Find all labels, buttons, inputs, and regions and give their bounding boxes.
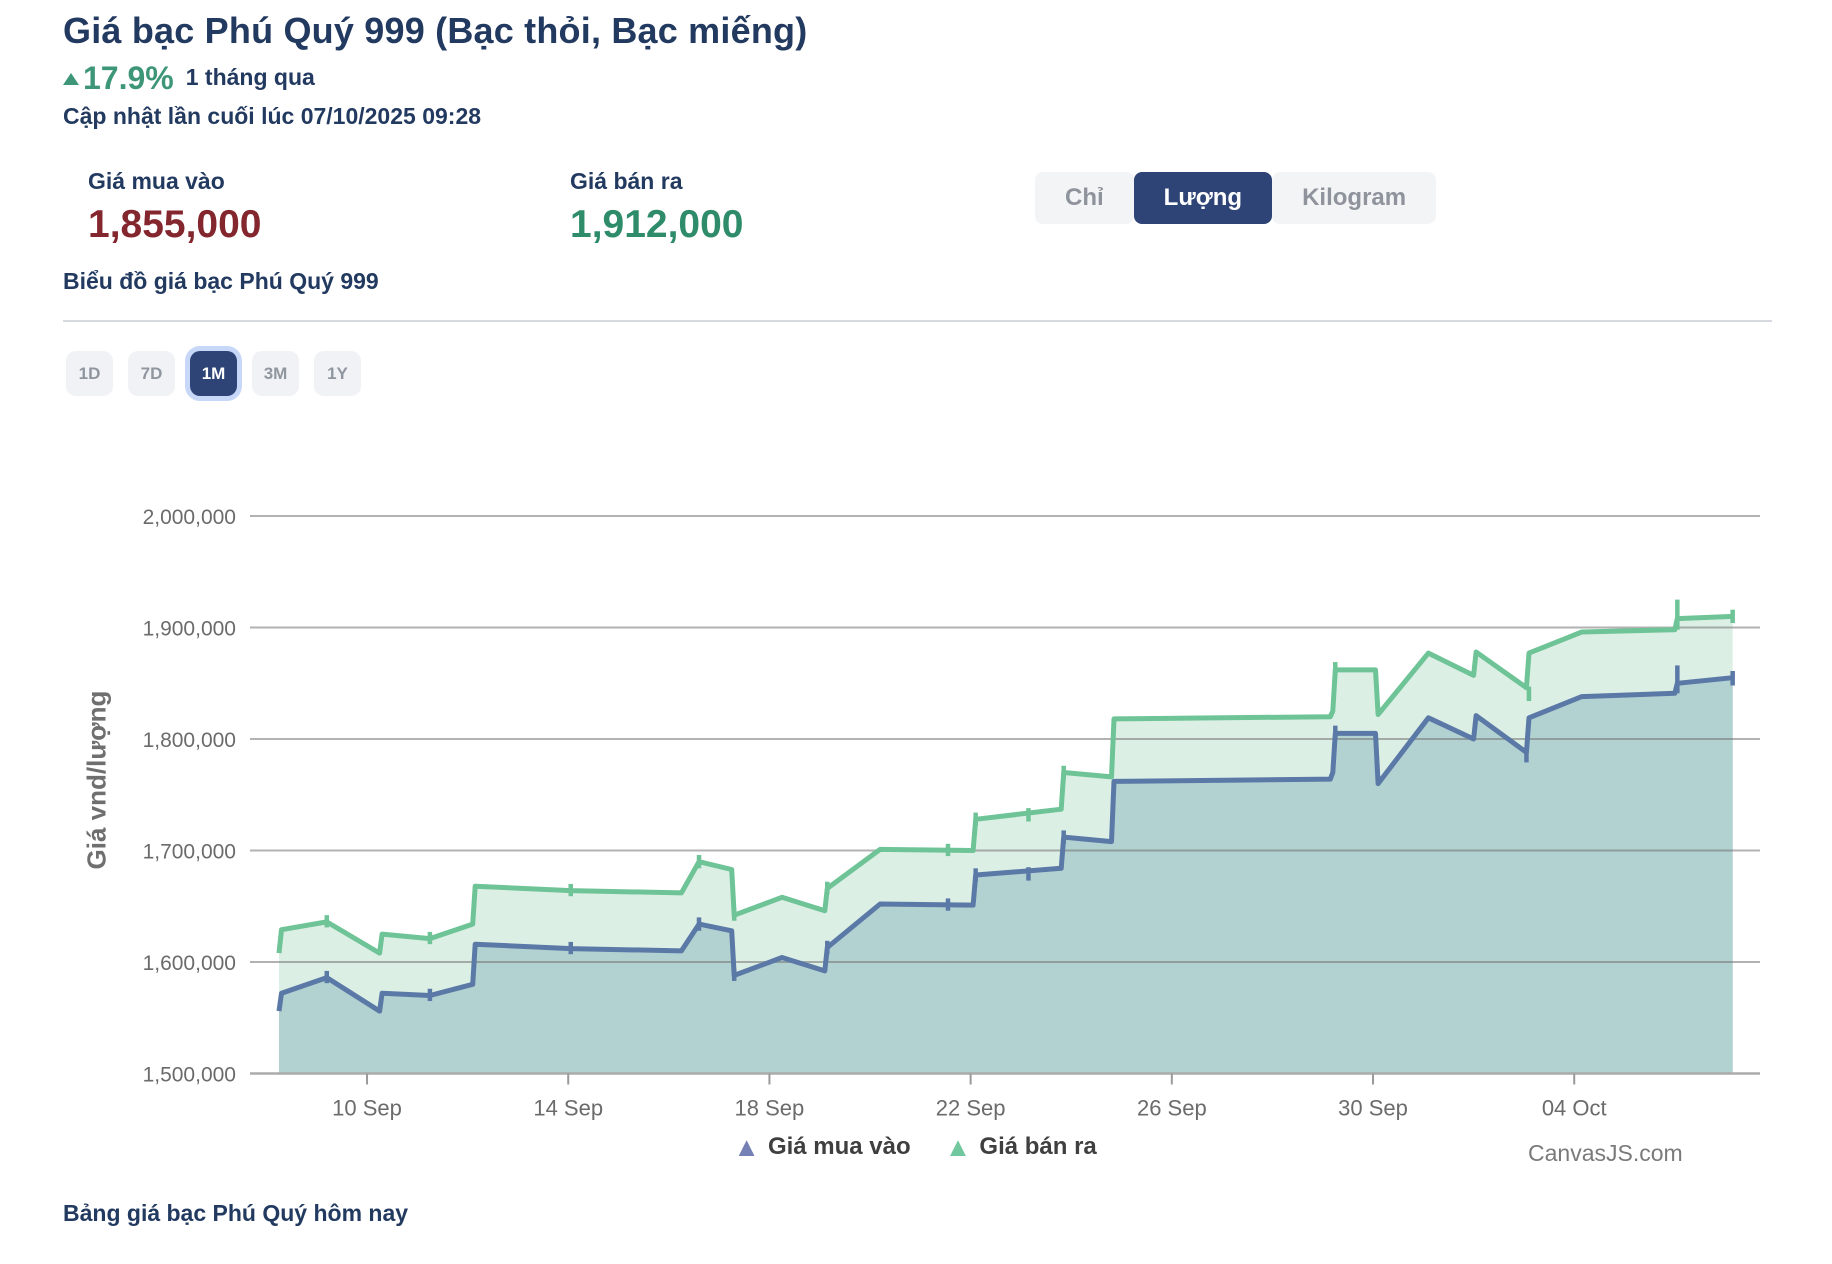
legend-label: Giá mua vào <box>767 1133 911 1160</box>
change-percent: 17.9% <box>63 60 174 97</box>
area-Giá mua vào <box>279 677 1733 1074</box>
x-tick-label: 10 Sep <box>332 1096 402 1121</box>
range-button-7d[interactable]: 7D <box>128 351 175 396</box>
change-period: 1 tháng qua <box>185 63 315 90</box>
sell-price-block: Giá bán ra 1,912,000 <box>570 168 744 247</box>
y-tick-label: 1,500,000 <box>143 1064 236 1087</box>
last-updated: Cập nhật lần cuối lúc 07/10/2025 09:28 <box>63 103 482 129</box>
sell-price-label: Giá bán ra <box>570 168 683 194</box>
price-table-heading: Bảng giá bạc Phú Quý hôm nay <box>63 1200 409 1226</box>
x-tick-label: 30 Sep <box>1338 1096 1408 1121</box>
price-chart[interactable]: 2,000,000 1,900,000 1,800,000 1,700,000 1,60… <box>60 430 1772 1130</box>
price-chart-canvas[interactable]: 2,000,000 1,900,000 1,800,000 1,700,000 1,60… <box>60 430 1772 1130</box>
range-button-1m[interactable]: 1M <box>190 351 237 396</box>
buy-price-value: 1,855,000 <box>88 203 262 246</box>
canvasjs-watermark-link[interactable]: CanvasJS.com <box>1528 1140 1683 1166</box>
unit-toggle-chỉ[interactable]: Chỉ <box>1035 172 1134 224</box>
y-axis-title: Giá vnd/lượng <box>81 690 112 870</box>
arrow-up-icon <box>63 72 79 85</box>
legend-item-Giá bán ra[interactable]: ▲ Giá bán ra <box>945 1133 1097 1161</box>
legend-marker-icon: ▲ <box>944 1131 972 1162</box>
x-tick-label: 18 Sep <box>735 1096 805 1121</box>
legend-item-Giá mua vào[interactable]: ▲ Giá mua vào <box>733 1133 910 1161</box>
legend-label: Giá bán ra <box>979 1133 1097 1160</box>
unit-toggle-lượng[interactable]: Lượng <box>1133 172 1273 224</box>
y-tick-label: 1,900,000 <box>143 618 236 641</box>
unit-toggle-kilogram[interactable]: Kilogram <box>1272 172 1437 224</box>
x-tick-label: 22 Sep <box>936 1096 1006 1121</box>
legend-marker-icon: ▲ <box>733 1131 760 1162</box>
buy-price-label: Giá mua vào <box>88 168 225 194</box>
time-range-buttons: 1D 7D 1M 3M 1Y <box>66 351 361 396</box>
range-button-3m[interactable]: 3M <box>252 351 299 396</box>
x-tick-label: 14 Sep <box>533 1096 603 1121</box>
unit-toggle-group: Chỉ Lượng Kilogram <box>1035 172 1437 224</box>
y-tick-label: 1,700,000 <box>143 841 236 864</box>
sell-price-value: 1,912,000 <box>570 203 744 246</box>
page-title: Giá bạc Phú Quý 999 (Bạc thỏi, Bạc miếng… <box>63 10 808 51</box>
price-change: 17.9% 1 tháng qua <box>63 60 315 97</box>
x-tick-label: 26 Sep <box>1137 1096 1207 1121</box>
y-tick-label: 2,000,000 <box>143 506 236 529</box>
y-tick-label: 1,600,000 <box>143 952 236 975</box>
chart-legend: ▲ Giá mua vào ▲ Giá bán ra <box>60 1133 1770 1161</box>
y-tick-label: 1,800,000 <box>143 729 236 752</box>
change-percent-value: 17.9% <box>83 60 174 96</box>
section-divider <box>63 320 1772 322</box>
chart-section-heading: Biểu đồ giá bạc Phú Quý 999 <box>63 268 379 294</box>
buy-price-block: Giá mua vào 1,855,000 <box>88 168 262 247</box>
range-button-1d[interactable]: 1D <box>66 351 113 396</box>
range-button-1y[interactable]: 1Y <box>314 351 361 396</box>
x-tick-label: 04 Oct <box>1542 1096 1607 1121</box>
